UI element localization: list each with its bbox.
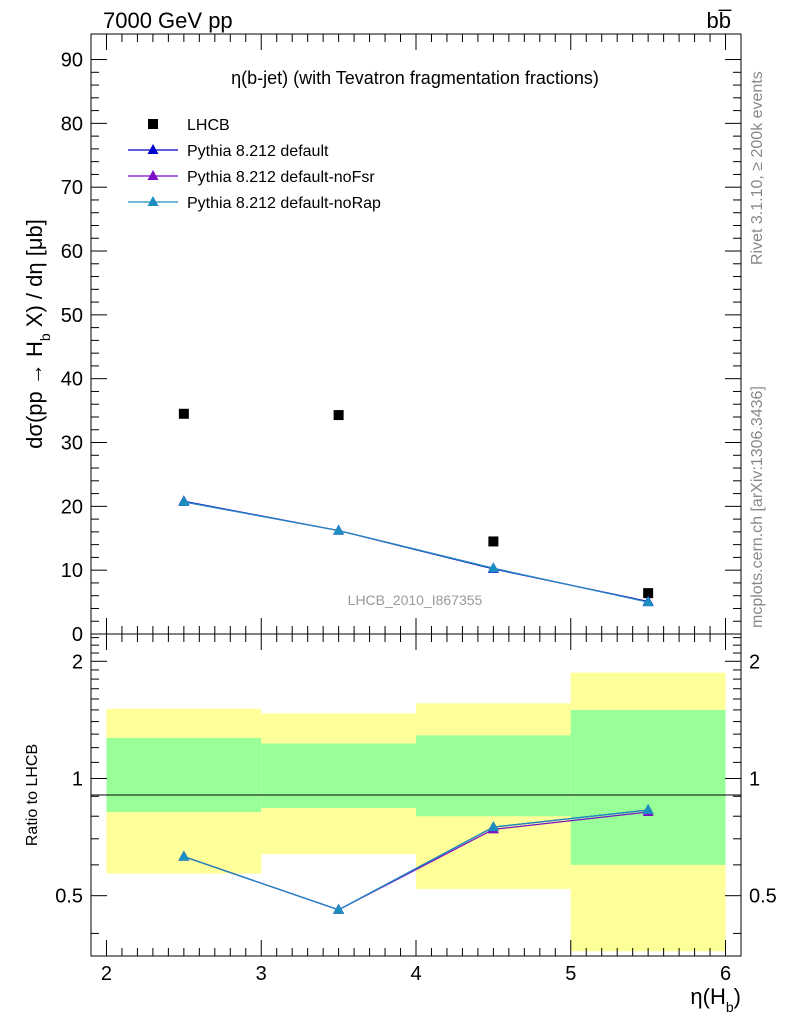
x-tick-label: 3 — [256, 963, 267, 985]
main-ylabel: dσ(pp → Hb X) / dη [μb] — [22, 219, 53, 449]
green-band — [570, 709, 726, 865]
ratio-point — [487, 821, 499, 832]
legend-label: LHCB — [187, 117, 230, 134]
data-point — [643, 588, 654, 599]
data-point — [488, 536, 499, 547]
data-point — [333, 524, 345, 535]
ratio-line — [183, 809, 649, 911]
green-band — [261, 743, 416, 808]
legend-marker — [148, 119, 158, 129]
data-point — [487, 562, 499, 573]
ratio-point — [333, 903, 345, 914]
legend-marker — [147, 196, 159, 206]
green-band — [106, 738, 262, 813]
legend-marker — [147, 170, 159, 180]
x-tick-label: 6 — [720, 963, 731, 985]
y-tick-label: 90 — [61, 50, 83, 72]
green-band — [416, 735, 571, 817]
legend: LHCB Pythia 8.212 default Pythia 8.212 def… — [128, 117, 381, 212]
y-tick-label: 70 — [61, 177, 83, 199]
y-tick-label: 20 — [61, 496, 83, 518]
process-label: bb̅ — [707, 8, 732, 33]
data-point — [178, 495, 190, 506]
main-title: η(b-jet) (with Tevatron fragmentation fr… — [231, 68, 599, 88]
x-axis: 2 3 4 5 6 — [101, 34, 731, 985]
data-point — [178, 408, 189, 419]
ratio-y-tick-label: 1 — [749, 768, 760, 790]
legend-label: Pythia 8.212 default — [187, 143, 329, 160]
legend-label: Pythia 8.212 default-noFsr — [187, 169, 375, 186]
ratio-series-layer — [178, 803, 654, 914]
legend-label: Pythia 8.212 default-noRap — [187, 195, 381, 212]
x-tick-label: 5 — [565, 963, 576, 985]
y-tick-label: 50 — [61, 305, 83, 327]
data-point — [333, 410, 344, 421]
ratio-point — [642, 803, 654, 814]
rivet-label: Rivet 3.1.10, ≥ 200k events — [749, 71, 766, 265]
ratio-point — [178, 850, 190, 861]
legend-marker — [147, 144, 159, 154]
y-tick-label: 30 — [61, 433, 83, 455]
ratio-y-tick-label: 2 — [749, 651, 760, 673]
energy-label: 7000 GeV pp — [103, 8, 233, 33]
y-tick-label: 80 — [61, 113, 83, 135]
mcplots-label: mcplots.cern.ch [arXiv:1306.3436] — [749, 386, 766, 628]
main-y-axis: 0 10 20 30 40 50 60 70 80 90 — [61, 50, 741, 646]
x-axis-label: η(Hb) — [690, 984, 741, 1015]
series-line — [183, 501, 649, 603]
ratio-panel: 0.5 0.5 1 1 2 2 2 3 4 5 6 Ratio to LHCB η(Hb) — [24, 34, 777, 1015]
y-tick-label: 40 — [61, 369, 83, 391]
ratio-ylabel: Ratio to LHCB — [24, 744, 41, 846]
main-panel: 0 10 20 30 40 50 60 70 80 90 η(b-jet) (with Tevat… — [22, 33, 742, 646]
x-tick-label: 4 — [410, 963, 421, 985]
ratio-y-tick-label: 1 — [72, 768, 83, 790]
ratio-y-tick-label: 2 — [72, 651, 83, 673]
data-point — [642, 596, 654, 607]
ratio-y-axis: 0.5 0.5 1 1 2 2 — [55, 637, 777, 934]
x-tick-label: 2 — [101, 963, 112, 985]
watermark: LHCB_2010_I867355 — [348, 592, 483, 608]
ratio-y-tick-label: 0.5 — [749, 886, 777, 908]
y-tick-label: 10 — [61, 560, 83, 582]
y-tick-label: 0 — [72, 624, 83, 646]
ratio-y-tick-label: 0.5 — [55, 886, 83, 908]
main-series-layer — [178, 408, 654, 607]
y-tick-label: 60 — [61, 241, 83, 263]
